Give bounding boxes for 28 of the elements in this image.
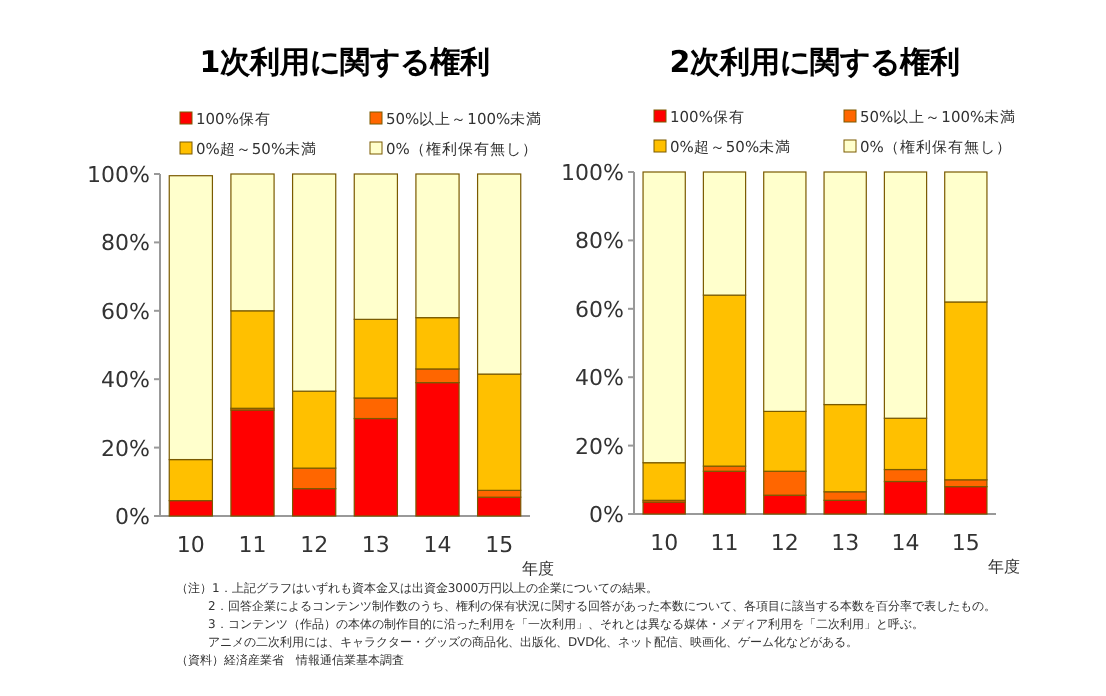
y-tick-label: 20% — [101, 435, 150, 462]
y-tick-label: 40% — [101, 367, 150, 394]
y-tick-label: 100% — [87, 162, 150, 188]
x-tick-label: 15 — [485, 532, 514, 558]
y-tick-label: 20% — [575, 433, 624, 460]
y-tick-label: 40% — [575, 365, 624, 392]
x-tick-label: 14 — [891, 530, 920, 556]
x-tick-label: 12 — [300, 532, 329, 558]
y-tick-label: 0% — [589, 502, 624, 528]
x-tick-label: 10 — [176, 532, 205, 558]
y-tick-label: 80% — [101, 230, 150, 257]
x-tick-label: 12 — [770, 530, 799, 556]
x-tick-label: 10 — [650, 530, 679, 556]
y-tick-label: 60% — [101, 298, 150, 325]
y-tick-label: 60% — [575, 296, 624, 323]
x-tick-label: 15 — [951, 530, 980, 556]
y-tick-label: 80% — [575, 228, 624, 255]
x-tick-label: 13 — [361, 532, 390, 558]
y-tick-label: 100% — [561, 160, 624, 186]
x-axis-title: 年度 — [522, 560, 554, 578]
chart-title: 2次利用に関する権利 — [669, 44, 961, 80]
y-tick-label: 0% — [115, 504, 150, 530]
x-axis-title: 年度 — [988, 558, 1020, 576]
x-tick-label: 14 — [423, 532, 452, 558]
x-tick-label: 13 — [831, 530, 860, 556]
x-tick-label: 11 — [238, 532, 267, 558]
x-tick-label: 11 — [710, 530, 739, 556]
chart-title: 1次利用に関する権利 — [199, 44, 491, 80]
